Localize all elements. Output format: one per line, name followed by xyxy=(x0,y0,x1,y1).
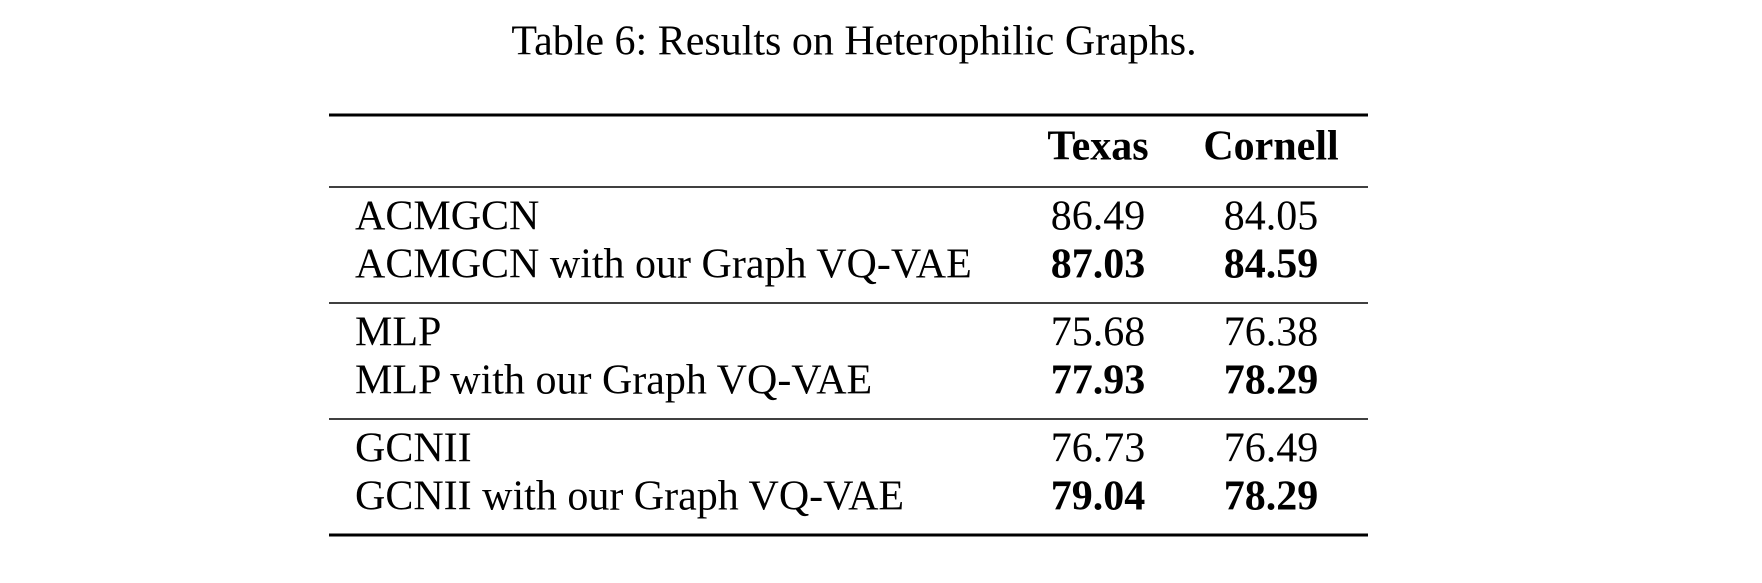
cell-value: 78.29 xyxy=(1224,358,1319,404)
cell-value: 78.29 xyxy=(1224,474,1319,520)
cell-value: 76.73 xyxy=(1051,426,1146,472)
cell-value: 84.05 xyxy=(1224,194,1319,240)
cell-value: 87.03 xyxy=(1051,242,1146,288)
cell-value: 76.38 xyxy=(1224,310,1319,356)
row-label: ACMGCN with our Graph VQ-VAE xyxy=(355,242,972,288)
row-label: ACMGCN xyxy=(355,194,539,240)
column-header: Cornell xyxy=(1203,124,1338,170)
cell-value: 76.49 xyxy=(1224,426,1319,472)
cell-value: 75.68 xyxy=(1051,310,1146,356)
cell-value: 86.49 xyxy=(1051,194,1146,240)
row-label: GCNII xyxy=(355,426,472,472)
cell-value: 84.59 xyxy=(1224,242,1319,288)
row-label: MLP xyxy=(355,310,441,356)
row-label: MLP with our Graph VQ-VAE xyxy=(355,358,872,404)
table-caption: Table 6: Results on Heterophilic Graphs. xyxy=(511,19,1196,65)
column-header: Texas xyxy=(1047,124,1148,170)
row-label: GCNII with our Graph VQ-VAE xyxy=(355,474,904,520)
cell-value: 79.04 xyxy=(1051,474,1146,520)
cell-value: 77.93 xyxy=(1051,358,1146,404)
